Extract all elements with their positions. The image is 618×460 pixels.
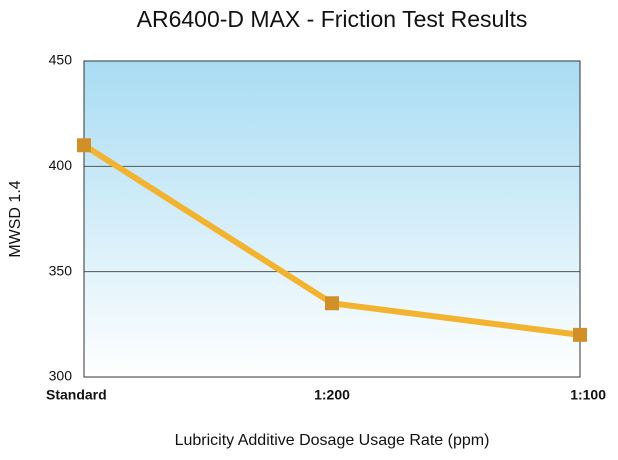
y-tick-label: 450 [49, 52, 73, 68]
y-tick-label: 300 [49, 368, 73, 384]
chart-title: AR6400-D MAX - Friction Test Results [137, 6, 528, 32]
plot-background [84, 61, 580, 377]
point-marker [573, 327, 587, 342]
point-marker [325, 296, 339, 311]
y-axis-label: MWSD 1.4 [7, 180, 24, 257]
x-tick-label: Standard [46, 387, 107, 403]
x-axis-label: Lubricity Additive Dosage Usage Rate (pp… [175, 432, 490, 449]
y-tick-label: 400 [49, 157, 73, 173]
plot-border [83, 60, 581, 378]
x-tick-label: 1:100 [570, 387, 606, 403]
point-marker [77, 138, 91, 153]
x-tick-label: 1:200 [314, 387, 350, 403]
y-tick-label: 350 [49, 262, 73, 278]
